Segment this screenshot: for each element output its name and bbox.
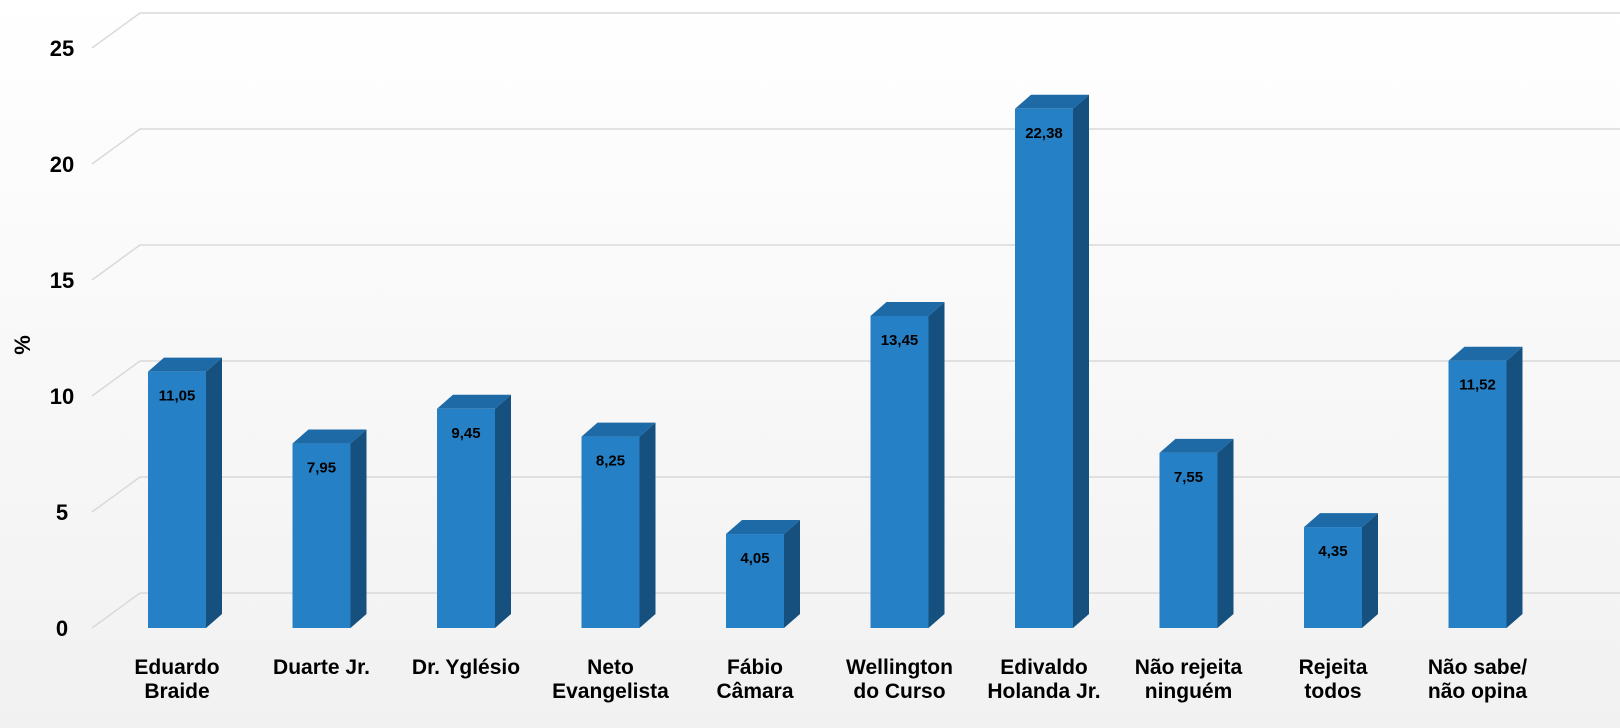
bar-top-5 bbox=[870, 301, 945, 316]
bar-side-0 bbox=[206, 357, 222, 628]
bar-top-7 bbox=[1159, 438, 1234, 453]
data-label-4: 4,05 bbox=[740, 550, 769, 567]
data-label-3: 8,25 bbox=[596, 453, 625, 470]
data-label-7: 7,55 bbox=[1174, 469, 1203, 486]
category-label-2: Dr. Yglésio bbox=[412, 656, 520, 679]
category-label-7: Não rejeita ninguém bbox=[1135, 656, 1243, 703]
bar-side-5 bbox=[928, 301, 945, 628]
bar-6: 22,38 bbox=[1015, 94, 1089, 628]
bar-front-9 bbox=[1448, 360, 1507, 628]
bar-top-6 bbox=[1015, 94, 1089, 109]
bar-side-8 bbox=[1362, 513, 1378, 628]
bar-side-9 bbox=[1506, 346, 1523, 628]
y-tick-label-0: 0 bbox=[56, 616, 68, 641]
gridline-4 bbox=[91, 128, 1620, 165]
data-label-0: 11,05 bbox=[159, 388, 196, 405]
y-tick-label-3: 15 bbox=[50, 268, 74, 293]
bar-side-7 bbox=[1217, 438, 1234, 628]
gridline-0 bbox=[91, 592, 1620, 629]
gridlines bbox=[91, 12, 1620, 629]
data-label-2: 9,45 bbox=[451, 425, 480, 442]
gridline-5 bbox=[91, 12, 1620, 49]
bar-3: 8,25 bbox=[581, 422, 656, 628]
category-label-5: Wellington do Curso bbox=[846, 656, 953, 703]
bar-top-1 bbox=[292, 429, 367, 444]
gridline-1 bbox=[91, 476, 1620, 513]
data-label-6: 22,38 bbox=[1025, 125, 1063, 142]
bar-front-0 bbox=[148, 371, 206, 628]
bar-top-4 bbox=[726, 520, 800, 535]
bar-top-3 bbox=[581, 422, 656, 437]
bar-side-3 bbox=[639, 422, 656, 628]
bar-front-7 bbox=[1159, 452, 1218, 628]
category-label-1: Duarte Jr. bbox=[273, 656, 370, 679]
bar-front-8 bbox=[1304, 527, 1362, 628]
bar-8: 4,35 bbox=[1304, 513, 1378, 628]
bar-front-5 bbox=[870, 315, 929, 628]
category-label-9: Não sabe/não opina bbox=[1428, 656, 1528, 703]
data-label-8: 4,35 bbox=[1318, 543, 1347, 560]
category-label-3: Neto Evangelista bbox=[552, 656, 669, 703]
bar-side-4 bbox=[784, 520, 800, 628]
bar-front-4 bbox=[726, 534, 784, 628]
x-axis-labels: Eduardo Braide Duarte Jr. Dr. Yglésio Neto Ev… bbox=[134, 656, 1527, 703]
y-tick-label-1: 5 bbox=[56, 500, 68, 525]
bar-7: 7,55 bbox=[1159, 438, 1234, 628]
category-label-6: Edivaldo Holanda Jr. bbox=[987, 656, 1100, 703]
bar-front-2 bbox=[437, 408, 495, 628]
bar-5: 13,45 bbox=[870, 301, 945, 628]
data-label-1: 7,95 bbox=[307, 460, 336, 477]
bar-9: 11,52 bbox=[1448, 346, 1523, 628]
bar-side-6 bbox=[1073, 94, 1089, 628]
bar-top-0 bbox=[148, 357, 222, 372]
gridline-2 bbox=[91, 360, 1620, 397]
data-label-9: 11,52 bbox=[1459, 377, 1496, 394]
bar-0: 11,05 bbox=[148, 357, 222, 628]
bar-top-2 bbox=[437, 394, 511, 409]
category-label-4: Fábio Câmara bbox=[716, 656, 793, 703]
y-tick-label-4: 20 bbox=[50, 152, 74, 177]
bar-front-3 bbox=[581, 436, 640, 628]
bar-4: 4,05 bbox=[726, 520, 800, 628]
bar-2: 9,45 bbox=[437, 394, 511, 628]
bars: 11,05 7,95 9,45 8,25 4,05 13,45 22,38 7,55 4,35 1… bbox=[148, 94, 1523, 628]
y-axis-title: % bbox=[10, 335, 35, 355]
bar-top-8 bbox=[1304, 513, 1378, 528]
gridline-3 bbox=[91, 244, 1620, 281]
bar-front-1 bbox=[292, 443, 351, 628]
category-label-8: Rejeita todos bbox=[1299, 656, 1368, 703]
bar-front-6 bbox=[1015, 108, 1073, 628]
bar-top-9 bbox=[1448, 346, 1523, 361]
data-label-5: 13,45 bbox=[881, 332, 919, 349]
y-tick-label-2: 10 bbox=[50, 384, 74, 409]
y-tick-label-5: 25 bbox=[50, 36, 74, 61]
bar-1: 7,95 bbox=[292, 429, 367, 628]
y-axis-ticks: 0 5 10 15 20 25 bbox=[50, 36, 74, 641]
category-label-0: Eduardo Braide bbox=[134, 656, 219, 703]
bar-side-1 bbox=[350, 429, 367, 628]
bar-side-2 bbox=[495, 394, 511, 628]
